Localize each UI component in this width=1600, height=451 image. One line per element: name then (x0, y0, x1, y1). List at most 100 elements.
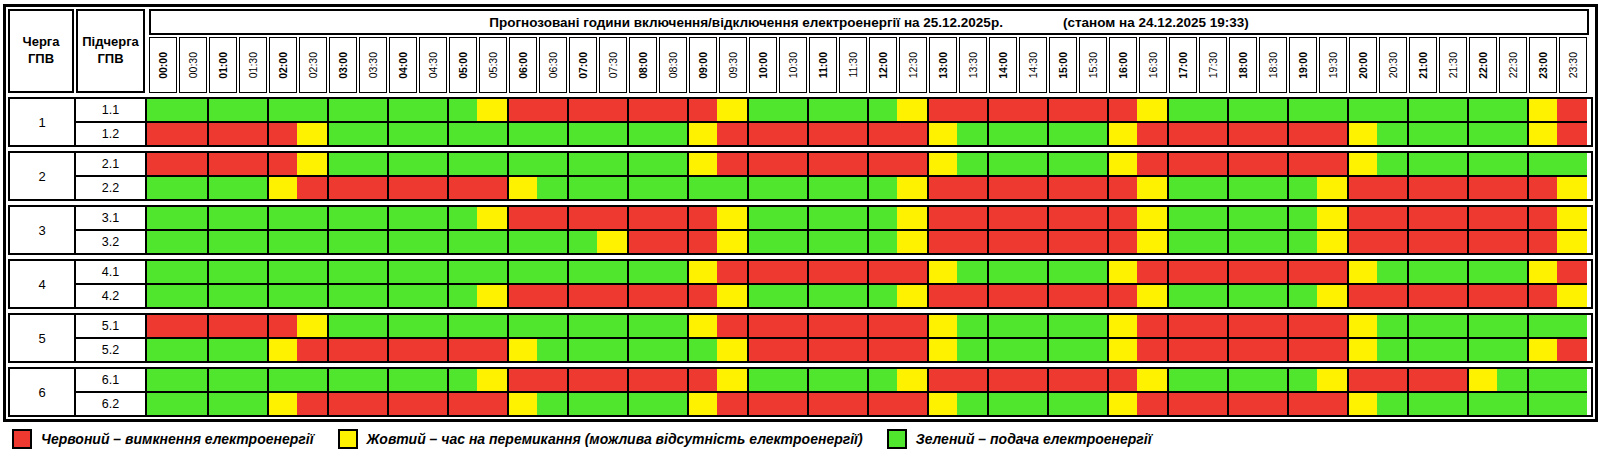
slot-4.2-00:30 (177, 285, 207, 307)
slot-4.2-14:00 (987, 285, 1017, 307)
time-label-text: 11:00 (817, 52, 829, 78)
time-label-text: 23:00 (1537, 52, 1549, 79)
slot-4.2-12:30 (897, 285, 927, 307)
slot-4.1-03:30 (357, 261, 387, 283)
slot-5.1-09:30 (717, 315, 747, 337)
slot-5.2-06:30 (537, 339, 567, 361)
slot-1.1-09:00 (687, 99, 717, 121)
slot-1.1-16:30 (1137, 99, 1167, 121)
slot-6.2-07:00 (567, 393, 597, 415)
slot-3.2-04:00 (387, 231, 417, 253)
slot-2.2-17:00 (1167, 177, 1197, 199)
slot-6.2-05:30 (477, 393, 507, 415)
slot-2.2-15:30 (1077, 177, 1107, 199)
slot-2.1-17:30 (1197, 153, 1227, 175)
slot-5.2-09:00 (687, 339, 717, 361)
slot-6.2-13:30 (957, 393, 987, 415)
time-label-09:00: 09:00 (689, 37, 717, 93)
slot-1.2-22:00 (1467, 123, 1497, 145)
slot-4.2-13:30 (957, 285, 987, 307)
slot-3.1-13:30 (957, 207, 987, 229)
slot-5.1-09:00 (687, 315, 717, 337)
subqueue-labels: 3.13.2 (76, 207, 147, 253)
slot-3.1-15:00 (1047, 207, 1077, 229)
schedule-row-4.2 (147, 285, 1587, 307)
slot-3.1-08:30 (657, 207, 687, 229)
slot-5.2-18:30 (1257, 339, 1287, 361)
slot-1.1-20:30 (1377, 99, 1407, 121)
slot-2.1-07:30 (597, 153, 627, 175)
slot-2.1-01:30 (237, 153, 267, 175)
slot-4.1-22:00 (1467, 261, 1497, 283)
slot-4.2-20:00 (1347, 285, 1377, 307)
slot-4.1-08:30 (657, 261, 687, 283)
slot-2.2-17:30 (1197, 177, 1227, 199)
legend-swatch-Y (338, 429, 358, 449)
slot-1.2-20:00 (1347, 123, 1377, 145)
time-label-text: 09:00 (697, 52, 709, 79)
slot-1.2-19:00 (1287, 123, 1317, 145)
slot-4.1-20:00 (1347, 261, 1377, 283)
slot-6.2-14:30 (1017, 393, 1047, 415)
slot-5.1-18:30 (1257, 315, 1287, 337)
slot-1.1-21:30 (1437, 99, 1467, 121)
slot-1.1-06:30 (537, 99, 567, 121)
slot-5.2-22:00 (1467, 339, 1497, 361)
slot-3.2-08:00 (627, 231, 657, 253)
subqueue-label-1.2: 1.2 (76, 123, 145, 145)
slot-3.1-17:30 (1197, 207, 1227, 229)
slot-2.2-13:00 (927, 177, 957, 199)
slot-5.2-14:00 (987, 339, 1017, 361)
time-label-text: 07:00 (577, 52, 589, 79)
schedule-row-1.1 (147, 99, 1587, 123)
schedule-cells (147, 369, 1587, 415)
slot-3.1-05:00 (447, 207, 477, 229)
slot-2.2-14:00 (987, 177, 1017, 199)
slot-2.2-21:00 (1407, 177, 1437, 199)
slot-4.2-02:00 (267, 285, 297, 307)
slot-5.2-02:00 (267, 339, 297, 361)
slot-2.1-04:30 (417, 153, 447, 175)
slot-6.2-21:00 (1407, 393, 1437, 415)
slot-5.1-14:00 (987, 315, 1017, 337)
slot-6.2-11:00 (807, 393, 837, 415)
slot-1.2-09:30 (717, 123, 747, 145)
slot-2.1-12:30 (897, 153, 927, 175)
slot-3.2-00:30 (177, 231, 207, 253)
slot-1.2-05:30 (477, 123, 507, 145)
time-label-18:00: 18:00 (1229, 37, 1257, 93)
time-label-17:30: 17:30 (1199, 37, 1227, 93)
slot-5.2-10:30 (777, 339, 807, 361)
slot-3.1-03:30 (357, 207, 387, 229)
slot-6.1-17:30 (1197, 369, 1227, 391)
slot-3.2-07:00 (567, 231, 597, 253)
slot-5.2-15:00 (1047, 339, 1077, 361)
slot-1.2-16:00 (1107, 123, 1137, 145)
slot-4.2-21:30 (1437, 285, 1467, 307)
slot-3.2-14:30 (1017, 231, 1047, 253)
slot-3.1-23:00 (1527, 207, 1557, 229)
slot-4.2-07:30 (597, 285, 627, 307)
slot-1.1-14:00 (987, 99, 1017, 121)
slot-6.2-03:00 (327, 393, 357, 415)
schedule-row-2.2 (147, 177, 1587, 199)
time-label-07:30: 07:30 (599, 37, 627, 93)
slot-6.1-04:30 (417, 369, 447, 391)
time-label-text: 21:00 (1417, 52, 1429, 79)
slot-1.2-22:30 (1497, 123, 1527, 145)
slot-1.1-18:30 (1257, 99, 1287, 121)
slot-6.2-20:00 (1347, 393, 1377, 415)
slot-5.1-02:00 (267, 315, 297, 337)
slot-2.2-01:30 (237, 177, 267, 199)
slot-2.2-05:30 (477, 177, 507, 199)
subqueue-labels: 5.15.2 (76, 315, 147, 361)
time-label-23:00: 23:00 (1529, 37, 1557, 93)
time-label-16:30: 16:30 (1139, 37, 1167, 93)
slot-4.1-14:00 (987, 261, 1017, 283)
slot-3.1-19:30 (1317, 207, 1347, 229)
slot-3.2-09:30 (717, 231, 747, 253)
slot-1.1-16:00 (1107, 99, 1137, 121)
queue-number: 5 (10, 315, 76, 361)
legend-swatch-G (887, 429, 907, 449)
slot-4.2-06:00 (507, 285, 537, 307)
